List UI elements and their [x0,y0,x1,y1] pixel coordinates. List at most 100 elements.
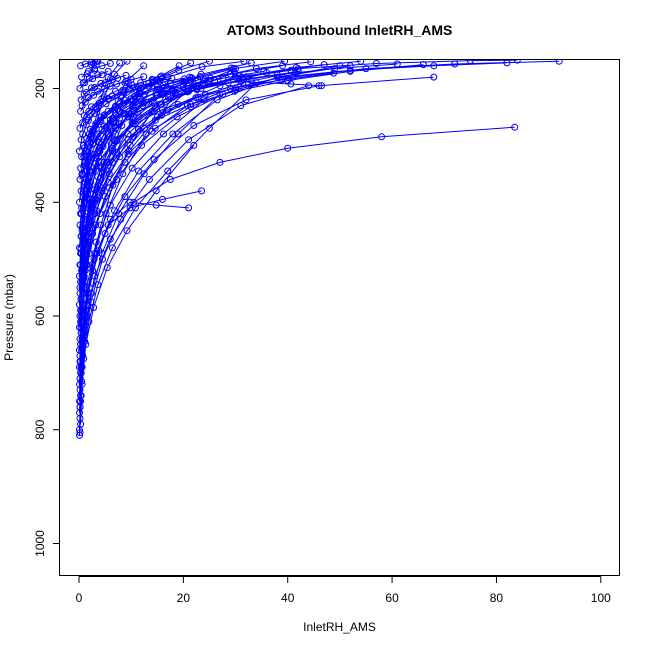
data-point-40-4 [124,136,132,144]
data-point-42-11 [393,60,401,68]
data-point-49-5 [116,100,124,108]
data-point-38-10 [357,59,365,65]
data-point-10-11 [430,73,438,81]
data-point-46-8 [278,76,285,84]
data-point-7-7 [135,167,142,175]
data-point-4-8 [190,141,198,149]
data-point-13-7 [152,201,160,209]
data-point-32-10 [281,59,289,65]
data-point-7-8 [169,130,177,138]
data-point-62-2 [88,84,95,92]
data-point-10-8 [190,122,198,129]
data-point-36-8 [247,77,255,84]
data-point-46-6 [192,94,200,102]
y-tick-label: 800 [33,419,47,439]
data-point-53-7 [180,78,188,86]
data-point-30-9 [175,66,183,74]
data-point-62-3 [97,79,105,87]
data-point-38-9 [292,64,300,71]
series-line-64 [82,70,109,84]
data-point-60-4 [106,82,114,90]
data-point-53-5 [130,93,138,101]
series-line-42 [81,63,398,208]
y-tick-label: 400 [33,192,47,212]
data-point-9-7 [166,176,174,183]
data-point-44-9 [291,68,299,76]
data-point-50-9 [287,66,295,74]
data-point-46-7 [232,84,239,92]
data-point-28-11 [451,60,459,68]
data-point-40-2 [91,186,99,194]
data-point-46-1 [84,181,92,189]
data-point-33-1 [79,255,87,263]
data-point-40-6 [187,100,195,108]
data-point-45-1 [77,187,85,195]
data-point-62-1 [80,90,88,98]
data-point-15-6 [128,164,136,172]
series-line-28 [81,60,560,288]
data-point-50-6 [171,89,179,96]
data-point-54-1 [77,136,85,144]
data-point-30-10 [205,59,213,65]
data-point-40-10 [419,61,427,69]
data-point-53-6 [153,85,161,93]
chart-title: ATOM3 Southbound InletRH_AMS [227,22,453,38]
data-point-38-5 [128,119,136,127]
data-point-28-7 [187,103,195,111]
data-point-44-6 [162,95,170,103]
data-point-46-4 [131,120,139,128]
data-point-41-5 [116,114,124,122]
data-point-9-8 [216,158,224,166]
data-point-68-4 [93,59,101,65]
series-line-57 [82,77,173,123]
data-point-55-1 [85,130,93,138]
data-point-42-10 [331,65,339,73]
data-point-13-3 [84,289,92,297]
data-point-27-9 [175,62,183,70]
y-tick-label: 1000 [33,530,47,557]
data-point-24-2 [81,267,89,274]
data-point-15-7 [160,130,167,138]
data-point-5-5 [99,255,106,263]
data-point-46-2 [95,157,103,165]
data-point-57-6 [145,79,153,87]
data-point-37-10 [307,59,315,66]
data-point-58-1 [83,113,91,121]
data-point-10-7 [150,156,158,164]
data-point-32-1 [76,261,84,269]
data-point-57-7 [168,74,176,82]
data-point-25-9 [123,59,131,65]
data-point-54-3 [91,110,99,117]
data-point-13-6 [126,198,134,206]
data-point-9-9 [284,144,292,152]
series-line-24 [81,62,507,311]
x-tick-label: 0 [76,591,83,605]
series-line-15 [80,99,205,362]
data-point-46-9 [330,69,338,77]
data-point-50-3 [102,123,110,131]
x-tick-label: 80 [490,591,504,605]
data-point-28-5 [124,150,132,158]
data-point-15-5 [106,201,114,209]
data-point-49-1 [77,164,85,172]
data-point-44-5 [133,108,141,116]
data-point-3-5 [94,281,102,289]
data-point-51-8 [196,73,204,81]
y-axis: 200 400 600 800 1000 [33,78,60,557]
data-point-35-1 [76,244,83,252]
series-line-40 [85,64,424,220]
data-point-13-8 [185,204,193,212]
data-point-54-2 [82,121,90,129]
data-point-28-6 [151,124,159,132]
data-point-33-5 [129,133,137,141]
data-point-40-1 [82,215,90,223]
data-point-12-7 [159,195,166,203]
data-point-58-4 [120,89,128,96]
data-layer [76,59,563,439]
data-point-40-9 [346,67,354,75]
series-line-55 [89,80,215,135]
data-point-36-4 [113,148,121,156]
data-point-31-4 [97,164,105,172]
y-tick-label: 200 [33,78,47,98]
data-point-66-3 [98,62,106,70]
